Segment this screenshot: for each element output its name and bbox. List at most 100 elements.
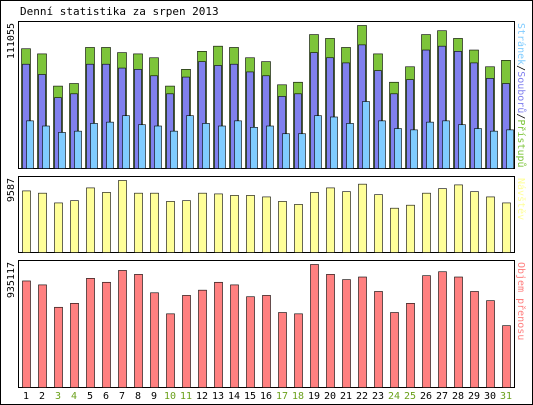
bar-bottom-1-day-18 <box>294 313 303 388</box>
panel-visits: 9587 Návštěv <box>6 176 527 253</box>
x-tick-label-day-10: 10 <box>164 391 176 402</box>
bar-top-2-day-19 <box>310 52 318 169</box>
bar-bottom-1-day-4 <box>70 303 79 388</box>
bar-bottom-1-day-21 <box>342 279 351 388</box>
chart-title: Denní statistika za srpen 2013 <box>20 5 219 18</box>
bar-top-2-day-17 <box>278 96 286 169</box>
x-tick-label-day-30: 30 <box>484 391 496 402</box>
bar-middle-1-day-20 <box>326 187 335 253</box>
bar-middle-1-day-8 <box>134 192 143 253</box>
bar-top-3-day-22 <box>362 101 370 169</box>
bar-middle-1-day-16 <box>262 196 271 253</box>
bar-top-2-day-29 <box>470 62 478 169</box>
bar-top-3-day-8 <box>138 124 146 169</box>
bar-top-2-day-6 <box>102 63 110 169</box>
bar-top-3-day-4 <box>74 130 82 169</box>
bar-top-3-day-2 <box>42 125 50 169</box>
bar-top-3-day-19 <box>314 115 322 169</box>
bar-top-2-day-23 <box>374 70 382 169</box>
x-tick-label-day-3: 3 <box>55 391 61 402</box>
bar-bottom-1-day-23 <box>374 291 383 388</box>
y-max-label-bottom: 935117 <box>6 262 17 298</box>
bar-middle-1-day-30 <box>486 196 495 253</box>
bar-middle-1-day-6 <box>102 192 111 253</box>
x-tick-label-day-4: 4 <box>71 391 77 402</box>
x-tick-label-day-1: 1 <box>23 391 29 402</box>
bar-top-3-day-16 <box>266 125 274 169</box>
bar-bottom-1-day-20 <box>326 274 335 388</box>
bar-top-3-day-3 <box>58 132 66 169</box>
bar-top-3-day-27 <box>442 120 450 169</box>
bar-bottom-1-day-3 <box>54 306 63 388</box>
x-tick-label-day-9: 9 <box>151 391 157 402</box>
bar-middle-1-day-12 <box>198 192 207 253</box>
bar-bottom-1-day-7 <box>118 270 127 388</box>
bar-bottom-1-day-1 <box>22 280 31 388</box>
x-tick-label-day-11: 11 <box>180 391 192 402</box>
bar-bottom-1-day-28 <box>454 276 463 388</box>
x-axis-day-labels: 1 2 3 4 5 6 7 8 9 10 11 12 13 14 15 16 17 18 19 20 21 22 23 24 2… <box>23 391 512 402</box>
bar-middle-1-day-7 <box>118 180 127 253</box>
bar-middle-1-day-21 <box>342 191 351 253</box>
bar-bottom-1-day-14 <box>230 284 239 388</box>
x-tick-label-day-24: 24 <box>388 391 400 402</box>
y-max-label-middle: 9587 <box>6 178 17 202</box>
legend-part: Návštěv <box>515 178 527 220</box>
series-legend-middle: Návštěv <box>515 178 527 220</box>
bar-top-3-day-23 <box>378 120 386 169</box>
bar-middle-1-day-25 <box>406 204 415 253</box>
x-tick-label-day-27: 27 <box>436 391 448 402</box>
bar-top-3-day-12 <box>202 123 210 169</box>
bar-top-3-day-21 <box>346 123 354 169</box>
bar-middle-1-day-15 <box>246 195 255 253</box>
bar-top-3-day-14 <box>234 120 242 169</box>
bar-bottom-1-day-27 <box>438 271 447 388</box>
x-tick-label-day-22: 22 <box>356 391 368 402</box>
bar-top-3-day-17 <box>282 133 290 169</box>
bar-middle-1-day-10 <box>166 201 175 253</box>
bar-top-3-day-20 <box>330 116 338 169</box>
x-tick-label-day-14: 14 <box>228 391 240 402</box>
x-tick-label-day-20: 20 <box>324 391 336 402</box>
bar-top-3-day-26 <box>426 121 434 169</box>
bar-bottom-1-day-8 <box>134 274 143 388</box>
bar-top-3-day-28 <box>458 124 466 169</box>
bar-top-3-day-13 <box>218 125 226 169</box>
x-tick-label-day-12: 12 <box>196 391 208 402</box>
x-tick-label-day-31: 31 <box>500 391 512 402</box>
bar-top-2-day-5 <box>86 63 94 169</box>
bar-top-3-day-18 <box>298 133 306 169</box>
bar-middle-1-day-19 <box>310 192 319 253</box>
x-tick-label-day-19: 19 <box>308 391 320 402</box>
bar-bottom-1-day-17 <box>278 312 287 388</box>
bar-bottom-1-day-13 <box>214 281 223 388</box>
bar-top-3-day-29 <box>474 128 482 169</box>
x-tick-label-day-15: 15 <box>244 391 256 402</box>
x-tick-label-day-5: 5 <box>87 391 93 402</box>
bar-top-2-day-15 <box>246 71 254 169</box>
panel-hits-files-pages: 111055 Stránek/Souborů/Přístupů <box>6 21 527 169</box>
bar-bottom-1-day-26 <box>422 275 431 388</box>
bar-top-2-day-25 <box>406 79 414 169</box>
x-tick-label-day-21: 21 <box>340 391 352 402</box>
bar-middle-1-day-22 <box>358 183 367 253</box>
x-tick-label-day-18: 18 <box>292 391 304 402</box>
bar-middle-1-day-11 <box>182 200 191 253</box>
bar-middle-1-day-28 <box>454 184 463 253</box>
bar-top-3-day-6 <box>106 121 114 169</box>
bar-top-3-day-5 <box>90 123 98 169</box>
bar-middle-1-day-2 <box>38 192 47 253</box>
bar-bottom-1-day-25 <box>406 303 415 388</box>
bar-middle-1-day-17 <box>278 201 287 253</box>
bar-top-2-day-26 <box>422 49 430 169</box>
bar-top-3-day-11 <box>186 115 194 169</box>
bar-bottom-1-day-22 <box>358 276 367 388</box>
bar-bottom-1-day-6 <box>102 281 111 388</box>
bar-bottom-1-day-29 <box>470 291 479 388</box>
bar-top-3-day-9 <box>154 125 162 169</box>
bar-top-2-day-1 <box>22 63 30 169</box>
bar-bottom-1-day-19 <box>310 264 319 388</box>
x-tick-label-day-26: 26 <box>420 391 432 402</box>
